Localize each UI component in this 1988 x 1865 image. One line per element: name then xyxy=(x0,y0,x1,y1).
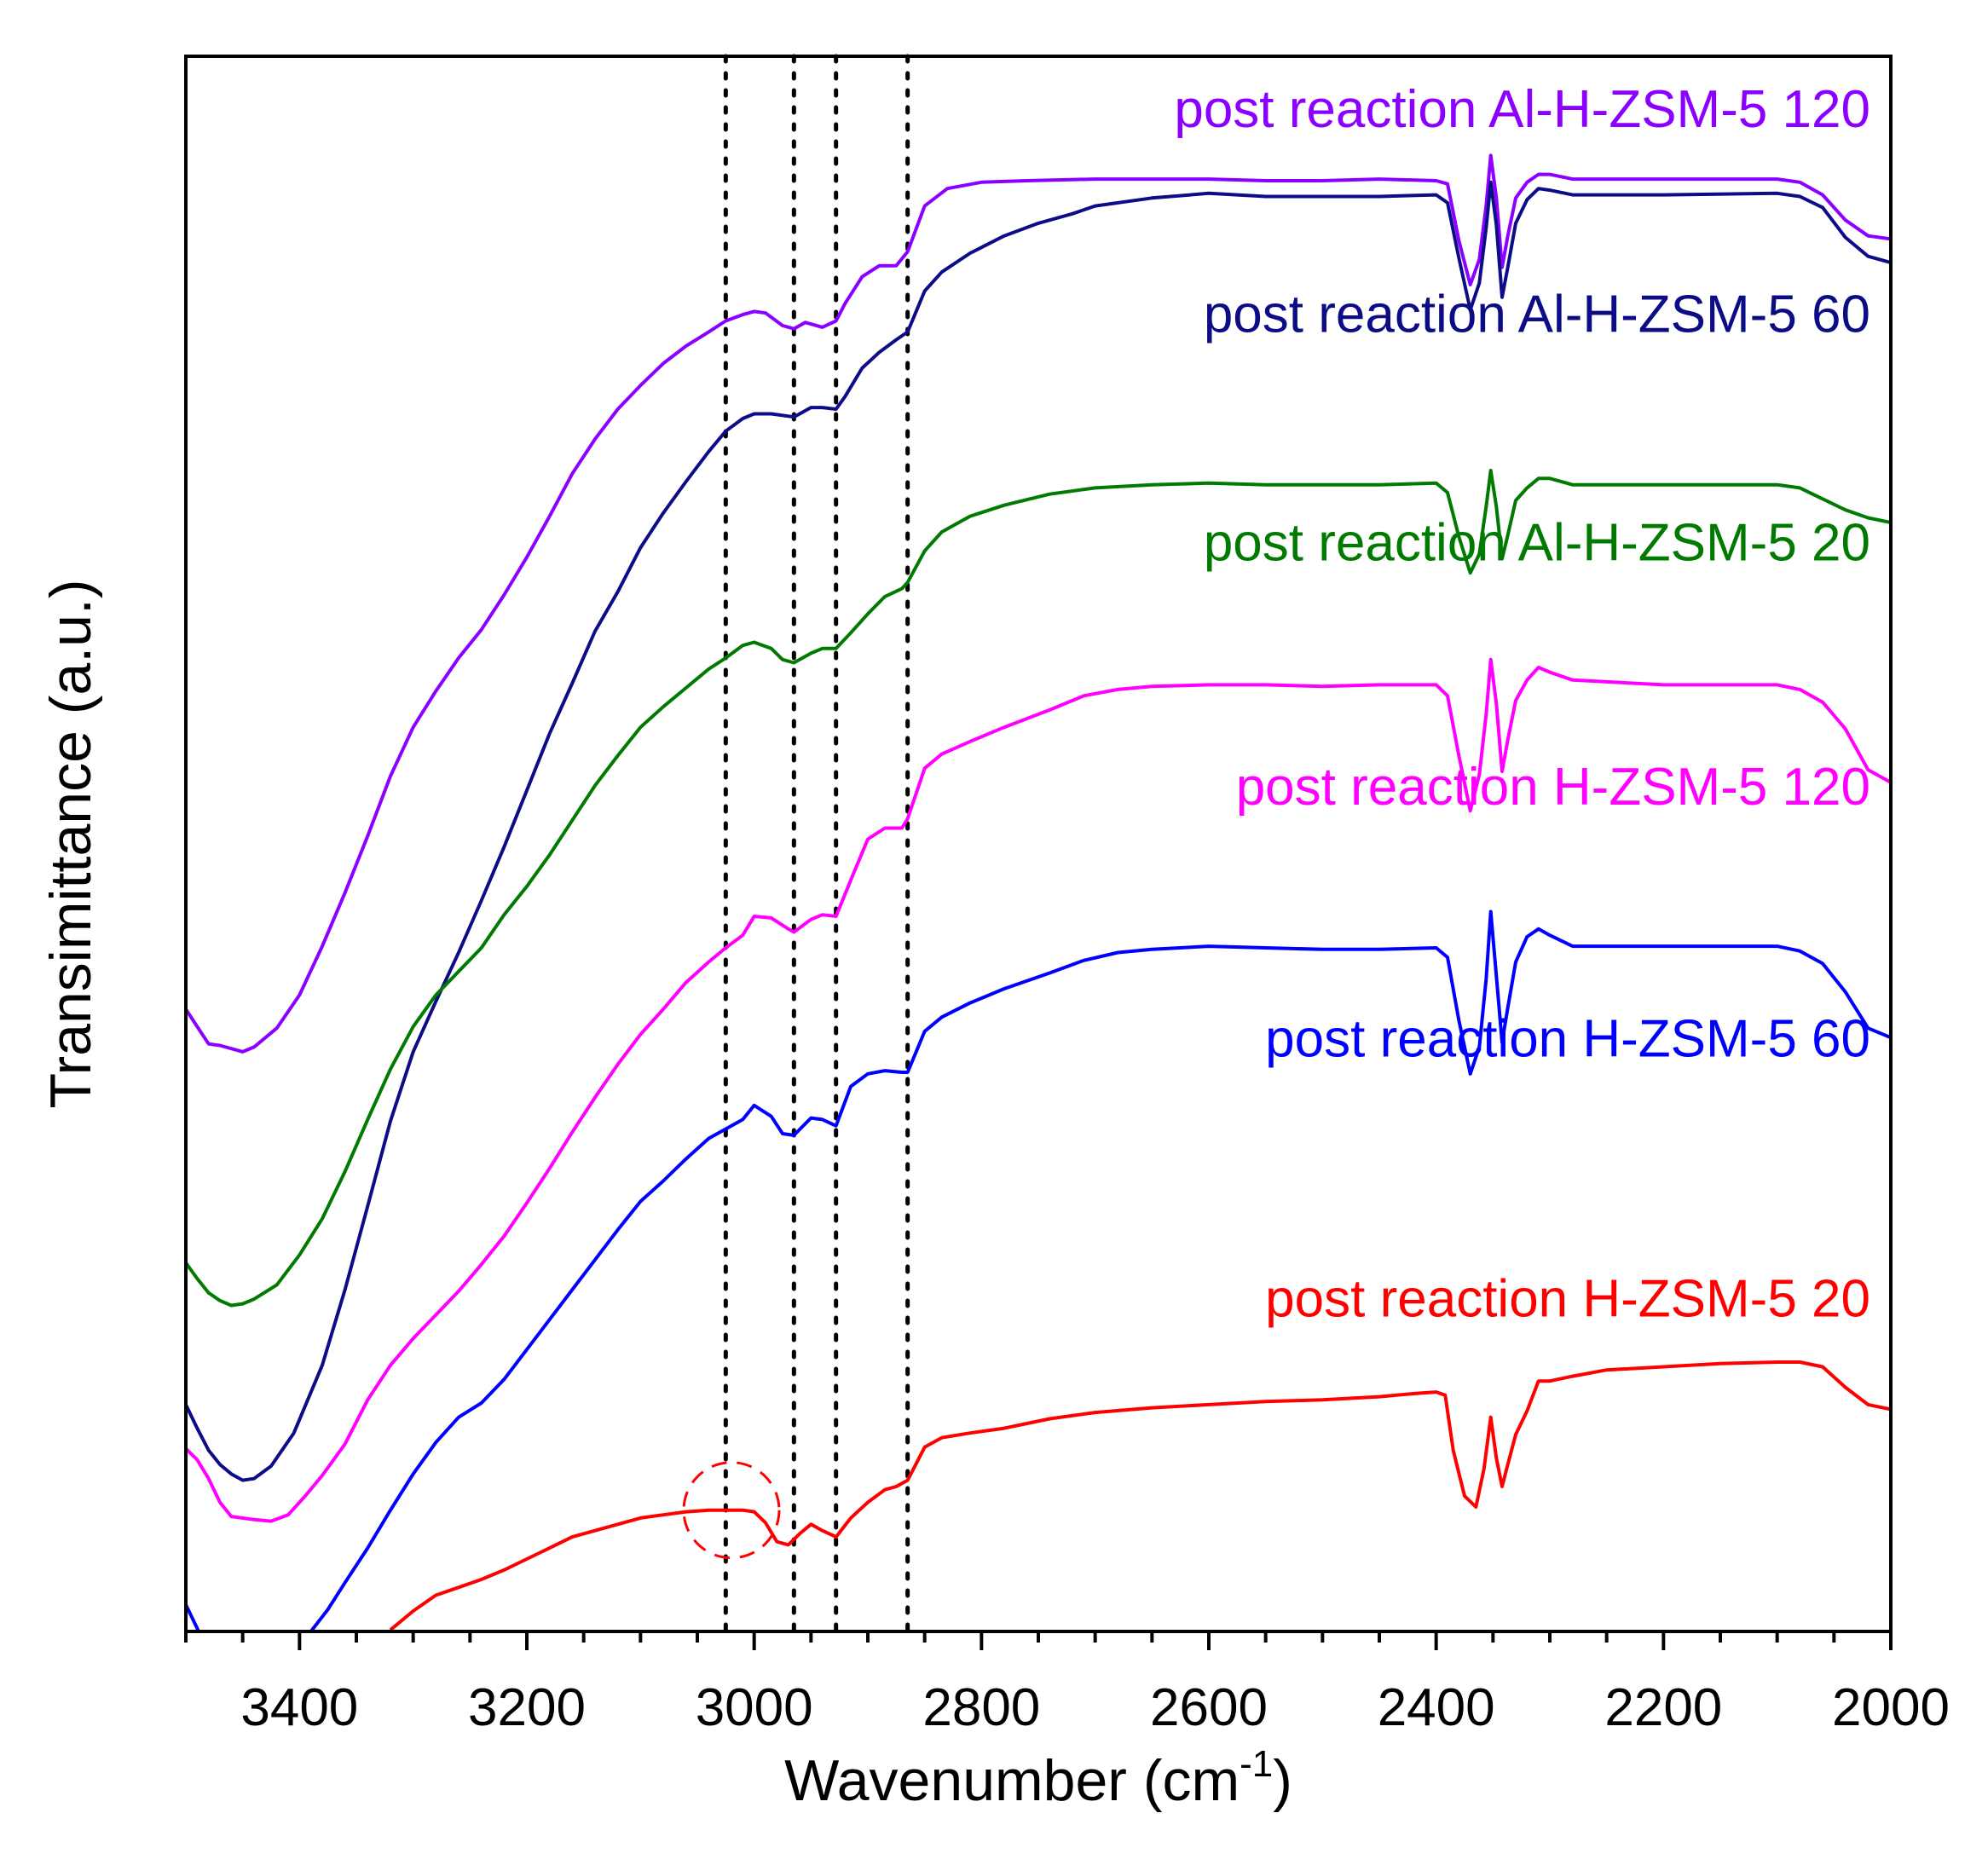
series-labels: post reaction Al-H-ZSM-5 120 post reactio… xyxy=(1174,80,1870,1328)
series-line-3 xyxy=(186,469,1891,1308)
x-tick-label-3000: 3000 xyxy=(696,1678,813,1737)
annotation-dashed-circle xyxy=(682,1461,781,1560)
x-axis-title-end: ) xyxy=(1273,1748,1292,1813)
series-label-2: post reaction Al-H-ZSM-5 60 xyxy=(1204,285,1870,344)
series-line-5 xyxy=(186,909,1891,1631)
series-label-1: post reaction Al-H-ZSM-5 120 xyxy=(1174,80,1870,139)
series-label-4: post reaction H-ZSM-5 120 xyxy=(1236,758,1870,817)
annotation xyxy=(682,1461,781,1560)
x-tick-label-2600: 2600 xyxy=(1150,1678,1268,1737)
x-tick-label-3400: 3400 xyxy=(240,1678,358,1737)
x-axis-tick-labels: 3400 3200 3000 2800 2600 2400 2200 2000 xyxy=(240,1678,1950,1737)
x-tick-label-2400: 2400 xyxy=(1378,1678,1495,1737)
series-label-6: post reaction H-ZSM-5 20 xyxy=(1265,1269,1870,1328)
spectra xyxy=(186,153,1891,1631)
x-axis-title: Wavenumber (cm-1) xyxy=(784,1743,1292,1813)
series-line-1 xyxy=(186,153,1891,1054)
series-line-6 xyxy=(389,1360,1891,1631)
y-axis-title: Transimittance (a.u.) xyxy=(38,580,103,1109)
x-axis-title-main: Wavenumber (cm xyxy=(784,1748,1240,1813)
x-tick-label-2200: 2200 xyxy=(1604,1678,1722,1737)
x-axis-title-sup: -1 xyxy=(1240,1743,1273,1785)
x-axis-ticks xyxy=(184,1631,1893,1650)
series-line-2 xyxy=(186,180,1891,1482)
series-line-4 xyxy=(186,657,1891,1523)
x-tick-label-2800: 2800 xyxy=(922,1678,1040,1737)
x-tick-label-3200: 3200 xyxy=(468,1678,586,1737)
series-label-5: post reaction H-ZSM-5 60 xyxy=(1265,1009,1870,1068)
series-label-3: post reaction Al-H-ZSM-5 20 xyxy=(1204,513,1870,572)
x-tick-label-2000: 2000 xyxy=(1832,1678,1950,1737)
reference-lines xyxy=(723,54,910,1634)
